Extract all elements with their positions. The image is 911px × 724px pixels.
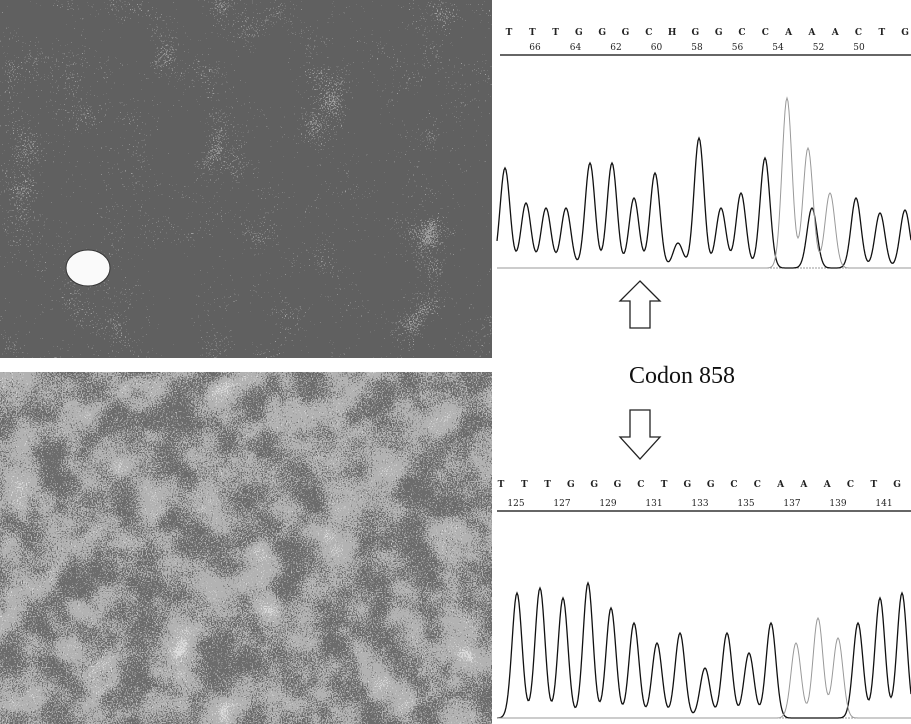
position-number: 52 xyxy=(813,43,824,53)
sequence-header-bottom: T T T G G G C T G G C C A A A C T G 125 127 129 131 133 135 137 1… xyxy=(497,480,911,511)
base-letter: A xyxy=(831,28,840,38)
base-letter: G xyxy=(901,28,909,38)
base-letter: A xyxy=(776,480,785,490)
position-number: 133 xyxy=(691,499,708,509)
base-letter: G xyxy=(692,28,700,38)
position-number: 64 xyxy=(570,43,582,53)
position-number: 141 xyxy=(875,499,892,509)
position-number: 50 xyxy=(853,43,865,53)
base-letter: T xyxy=(498,480,505,490)
position-number: 58 xyxy=(691,43,703,53)
position-number: 129 xyxy=(599,499,616,509)
position-number: 56 xyxy=(732,43,744,53)
base-letter: T xyxy=(870,480,877,490)
position-number: 125 xyxy=(507,499,524,509)
base-letter: T xyxy=(529,28,536,38)
base-letter: T xyxy=(661,480,668,490)
position-number: 131 xyxy=(645,499,662,509)
base-letter: G xyxy=(575,28,583,38)
base-letter: C xyxy=(847,480,854,490)
base-letter: G xyxy=(707,480,715,490)
base-letter: T xyxy=(552,28,559,38)
arrow-up xyxy=(620,281,660,328)
base-letter: C xyxy=(754,480,761,490)
position-number: 62 xyxy=(610,43,621,53)
base-letter: C xyxy=(762,28,769,38)
base-letter: C xyxy=(645,28,652,38)
base-letter: C xyxy=(855,28,862,38)
base-letter: G xyxy=(893,480,901,490)
codon-label: Codon 858 xyxy=(629,363,735,389)
base-letter: T xyxy=(521,480,528,490)
figure: T T T G G G C H G G C C A A A C T G 66 64 62 60 58 56 54 52 50 Cod… xyxy=(0,0,911,724)
base-letter: T xyxy=(506,28,513,38)
position-number: 54 xyxy=(772,43,784,53)
histology-image-top xyxy=(0,0,492,358)
base-letter: G xyxy=(598,28,606,38)
position-number: 135 xyxy=(737,499,754,509)
base-letter: G xyxy=(622,28,630,38)
arrow-down xyxy=(620,410,660,459)
base-letter: H xyxy=(668,28,677,38)
base-letter: T xyxy=(544,480,551,490)
position-number: 127 xyxy=(553,499,570,509)
base-letter: A xyxy=(799,480,808,490)
chromatogram-trace xyxy=(497,138,911,268)
base-letter: G xyxy=(684,480,692,490)
base-letter: G xyxy=(567,480,575,490)
base-letter: G xyxy=(715,28,723,38)
base-letter: G xyxy=(590,480,598,490)
base-letter: C xyxy=(637,480,644,490)
sequence-header-top: T T T G G G C H G G C C A A A C T G 66 64 62 60 58 56 54 52 50 xyxy=(500,28,911,55)
histology-image-bottom xyxy=(0,372,492,724)
position-number: 60 xyxy=(651,43,663,53)
base-letter: G xyxy=(614,480,622,490)
position-number: 66 xyxy=(529,43,541,53)
base-letter: C xyxy=(730,480,737,490)
base-letter: T xyxy=(878,28,885,38)
position-number: 139 xyxy=(829,499,846,509)
base-letter: C xyxy=(738,28,745,38)
base-letter: A xyxy=(823,480,832,490)
chromatogram-trace xyxy=(497,583,911,718)
position-number: 137 xyxy=(783,499,800,509)
vessel xyxy=(66,250,110,286)
base-letter: A xyxy=(784,28,793,38)
base-letter: A xyxy=(807,28,816,38)
